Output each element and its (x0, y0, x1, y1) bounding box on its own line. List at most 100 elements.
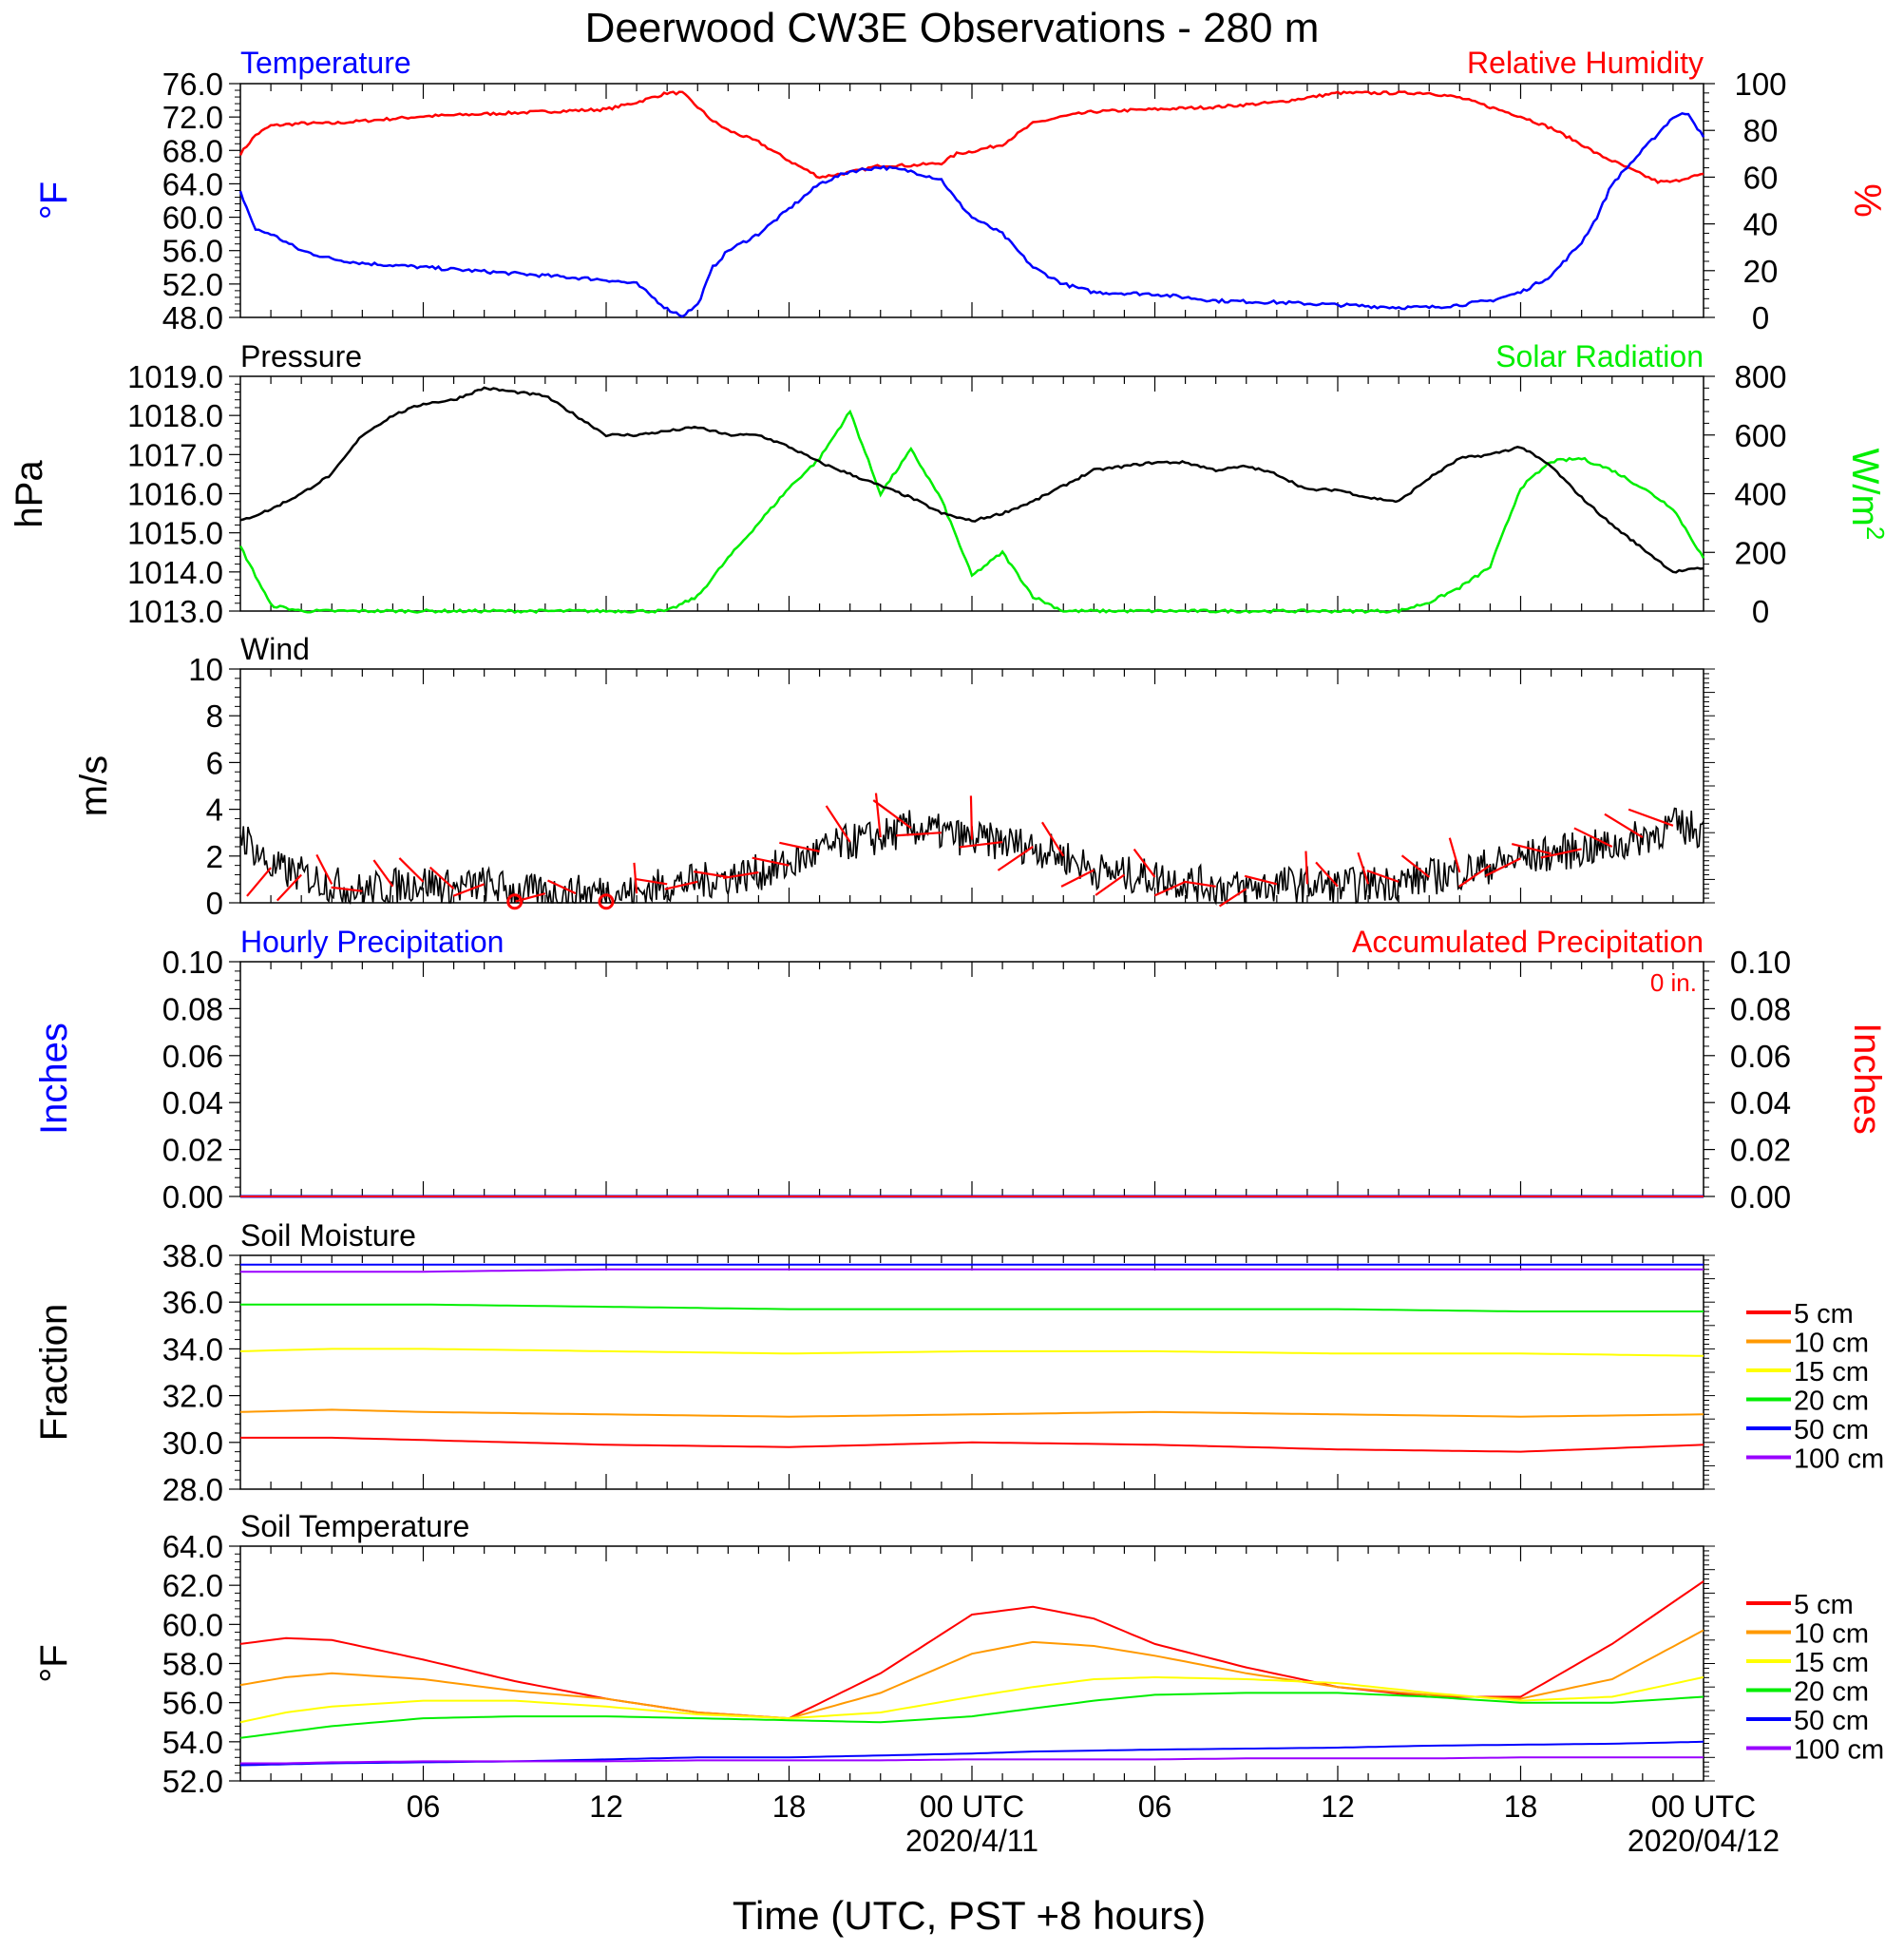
rh-y-tick-label: 40 (1743, 207, 1779, 242)
x-tick-label: 12 (1321, 1789, 1355, 1824)
solar-ylabel: W/m2 (1844, 449, 1890, 541)
wind-barb (1448, 837, 1461, 873)
humidity-series (238, 90, 1704, 184)
wind-barb (1366, 870, 1399, 883)
wind-barb (331, 886, 363, 892)
rh-y-tick-label: 20 (1743, 254, 1779, 289)
soil-moisture-y-tick-label: 36.0 (162, 1285, 223, 1320)
hourly-precip-title: Hourly Precipitation (240, 925, 504, 959)
wind-y-tick-label: 8 (206, 698, 223, 734)
soil-temperature-ylabel: °F (33, 1644, 75, 1682)
wind-barb (694, 870, 729, 879)
wind-y-tick-label: 10 (188, 652, 223, 687)
precip-left-y-tick-label: 0.04 (162, 1085, 223, 1120)
pressure-y-tick-label: 1013.0 (127, 594, 223, 629)
wind-barb (1244, 874, 1278, 886)
temp-y-tick-label: 48.0 (162, 300, 223, 335)
soil-moisture-legend-label: 15 cm (1794, 1357, 1869, 1387)
x-tick-date: 2020/04/12 (1628, 1824, 1780, 1858)
rh-y-tick-label: 80 (1743, 113, 1779, 148)
soil-temperature-legend-label: 10 cm (1794, 1619, 1869, 1650)
soil-temperature-series (240, 1756, 1704, 1765)
wind-ylabel: m/s (73, 756, 115, 816)
wind-barb (452, 883, 486, 897)
soil-moisture-y-tick-label: 38.0 (162, 1238, 223, 1273)
wind-barb (1484, 857, 1521, 877)
precip-right-y-tick-label: 0.04 (1730, 1085, 1791, 1120)
soil-temperature-y-tick-label: 60.0 (162, 1607, 223, 1642)
soil-moisture-series (239, 1408, 1704, 1418)
wind-barb (276, 873, 302, 902)
temp-y-tick-label: 68.0 (162, 133, 223, 168)
wind-barb (825, 805, 851, 843)
wind-barb (1604, 813, 1644, 839)
chart-title: Deerwood CW3E Observations - 280 m (585, 5, 1320, 51)
soil-moisture-y-tick-label: 28.0 (162, 1472, 223, 1507)
solar-y-tick-label: 0 (1752, 594, 1769, 629)
wind-barb (969, 795, 974, 840)
wind-barb (372, 859, 394, 888)
wind-barb (1095, 873, 1126, 896)
wind-barb (1133, 848, 1156, 878)
soil-moisture-legend-label: 5 cm (1794, 1299, 1854, 1329)
soil-temperature-legend-label: 50 cm (1794, 1706, 1869, 1736)
x-tick-label: 06 (407, 1789, 441, 1824)
humidity-title: Relative Humidity (1467, 46, 1704, 80)
soil-temperature-y-tick-label: 56.0 (162, 1686, 223, 1721)
precip-right-y-tick-label: 0.08 (1730, 991, 1791, 1026)
wind-y-tick-label: 6 (206, 745, 223, 780)
calm-wind-marker (598, 893, 615, 910)
solar-title: Solar Radiation (1495, 339, 1704, 373)
rh-y-tick-label: 60 (1743, 160, 1779, 195)
wind-barb (1357, 851, 1370, 885)
wind-barb (1573, 827, 1613, 848)
soil-moisture-legend-label: 10 cm (1794, 1329, 1869, 1359)
wind-barb (634, 877, 668, 886)
temp-panel-frame (239, 83, 1704, 318)
wind-barb (1628, 808, 1674, 827)
wind-barb (246, 867, 272, 897)
precip-left-y-tick-label: 0.00 (162, 1179, 223, 1215)
temp-y-tick-label: 72.0 (162, 100, 223, 135)
wind-y-tick-label: 4 (206, 793, 223, 828)
wind-barb (547, 879, 577, 895)
precip-left-ylabel: Inches (33, 1023, 75, 1135)
wind-barb (1060, 869, 1095, 888)
wind-title: Wind (240, 632, 310, 666)
pressure-y-tick-label: 1014.0 (127, 555, 223, 590)
soil-temperature-y-tick-label: 58.0 (162, 1647, 223, 1682)
wind-barb (752, 856, 790, 867)
pressure-y-tick-label: 1019.0 (127, 359, 223, 394)
rh-ylabel: % (1846, 183, 1888, 218)
soil-moisture-y-tick-label: 30.0 (162, 1425, 223, 1461)
soil-temperature-title: Soil Temperature (240, 1509, 469, 1543)
soil-temperature-legend-label: 5 cm (1794, 1590, 1854, 1620)
soil-temperature-y-tick-label: 52.0 (162, 1764, 223, 1799)
wind-barb (515, 892, 546, 903)
temp-y-tick-label: 56.0 (162, 234, 223, 269)
wind-barb (1040, 821, 1065, 857)
solar-y-tick-label: 800 (1734, 359, 1786, 394)
wind-barb (997, 846, 1034, 871)
precip-left-y-tick-label: 0.06 (162, 1039, 223, 1074)
wind-barb (1400, 854, 1430, 878)
precip-left-y-tick-label: 0.10 (162, 945, 223, 980)
soil-temperature-legend-label: 15 cm (1794, 1648, 1869, 1678)
pressure-ylabel: hPa (9, 460, 50, 528)
x-tick-label: 18 (1504, 1789, 1538, 1824)
precip-left-y-tick-label: 0.08 (162, 991, 223, 1026)
soil-moisture-series (239, 1348, 1704, 1357)
temp-y-tick-label: 76.0 (162, 67, 223, 102)
temperature-title: Temperature (240, 46, 411, 80)
wind-barb (959, 840, 1003, 849)
accum-precip-title: Accumulated Precipitation (1352, 925, 1704, 959)
wind-barb (779, 841, 820, 852)
soil-moisture-y-tick-label: 32.0 (162, 1379, 223, 1414)
soil-moisture-legend-label: 100 cm (1794, 1444, 1884, 1475)
soil-temperature-series (239, 1629, 1704, 1720)
temp-y-tick-label: 64.0 (162, 166, 223, 201)
wind-barb (874, 793, 882, 838)
x-tick-date: 2020/4/11 (905, 1824, 1038, 1858)
solar-y-tick-label: 400 (1734, 477, 1786, 512)
